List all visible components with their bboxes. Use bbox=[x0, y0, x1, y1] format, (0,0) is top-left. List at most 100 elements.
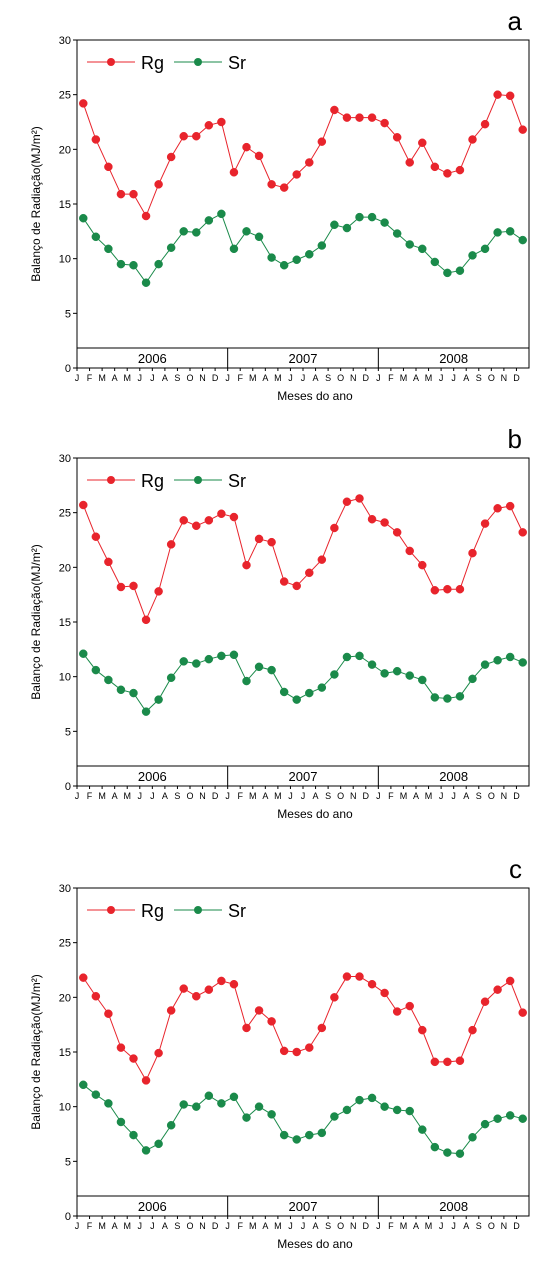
year-label: 2007 bbox=[289, 769, 318, 784]
x-tick-label: A bbox=[162, 373, 168, 383]
series-line-rg bbox=[82, 94, 524, 218]
point-rg bbox=[179, 131, 188, 141]
point-rg bbox=[179, 984, 188, 993]
x-tick-label: J bbox=[288, 1221, 293, 1231]
x-tick-label: D bbox=[513, 373, 520, 383]
x-tick-label: D bbox=[363, 1221, 370, 1231]
legend-marker-rg bbox=[107, 476, 115, 484]
point-rg bbox=[242, 560, 251, 570]
x-tick-label: M bbox=[98, 1221, 106, 1231]
point-sr bbox=[204, 1091, 214, 1100]
x-tick-label: J bbox=[225, 373, 230, 383]
year-label: 2007 bbox=[289, 351, 318, 366]
point-rg bbox=[267, 180, 276, 189]
point-rg bbox=[104, 557, 113, 567]
point-sr bbox=[104, 1099, 113, 1108]
x-tick-label: J bbox=[451, 1221, 456, 1231]
point-rg bbox=[392, 133, 402, 142]
x-tick-label: A bbox=[413, 1221, 419, 1231]
y-tick-label: 30 bbox=[59, 883, 71, 895]
x-tick-label: J bbox=[451, 373, 456, 383]
y-tick-label: 25 bbox=[59, 90, 71, 102]
point-rg bbox=[229, 512, 239, 522]
x-tick-label: A bbox=[313, 1221, 319, 1231]
year-label: 2006 bbox=[138, 351, 167, 366]
x-tick-label: J bbox=[225, 791, 230, 801]
x-tick-label: J bbox=[138, 791, 143, 801]
x-tick-label: F bbox=[388, 791, 394, 801]
x-tick-label: A bbox=[162, 791, 168, 801]
point-rg bbox=[141, 615, 151, 625]
x-tick-label: J bbox=[301, 373, 306, 383]
point-sr bbox=[305, 1130, 314, 1140]
point-rg bbox=[317, 1023, 327, 1033]
x-tick-label: M bbox=[274, 373, 282, 383]
point-rg bbox=[166, 540, 176, 549]
x-tick-label: A bbox=[262, 791, 268, 801]
point-sr bbox=[154, 695, 163, 704]
point-sr bbox=[380, 218, 389, 227]
point-rg bbox=[493, 985, 502, 994]
point-sr bbox=[468, 674, 477, 684]
x-axis-label: Meses do ano bbox=[277, 389, 353, 403]
point-sr bbox=[129, 260, 138, 270]
point-sr bbox=[305, 250, 314, 259]
series-line-sr bbox=[82, 1084, 523, 1155]
x-tick-label: A bbox=[463, 373, 469, 383]
point-sr bbox=[493, 228, 502, 237]
point-sr bbox=[355, 1095, 364, 1105]
point-rg bbox=[443, 584, 452, 594]
x-tick-label: J bbox=[301, 791, 306, 801]
x-tick-label: M bbox=[123, 791, 131, 801]
point-sr bbox=[493, 1114, 502, 1123]
point-sr bbox=[217, 209, 226, 219]
point-rg bbox=[493, 90, 502, 99]
point-rg bbox=[342, 972, 352, 981]
point-rg bbox=[154, 180, 163, 189]
y-tick-label: 5 bbox=[65, 1156, 71, 1168]
x-tick-label: A bbox=[413, 791, 419, 801]
point-rg bbox=[480, 519, 490, 528]
point-rg bbox=[317, 555, 327, 564]
point-rg bbox=[392, 1007, 402, 1016]
point-sr bbox=[129, 1130, 138, 1140]
x-tick-label: D bbox=[363, 791, 370, 801]
point-rg bbox=[443, 1057, 452, 1067]
year-label: 2008 bbox=[439, 769, 468, 784]
point-sr bbox=[317, 683, 327, 692]
x-tick-label: N bbox=[350, 791, 357, 801]
point-rg bbox=[305, 568, 314, 578]
x-tick-label: A bbox=[112, 791, 118, 801]
point-rg bbox=[380, 518, 389, 527]
x-tick-label: J bbox=[75, 1221, 80, 1231]
point-sr bbox=[355, 212, 364, 222]
point-sr bbox=[505, 1111, 515, 1120]
x-tick-label: S bbox=[476, 373, 482, 383]
point-sr bbox=[79, 213, 88, 223]
legend-label-rg: Rg bbox=[141, 53, 164, 73]
y-tick-label: 5 bbox=[65, 726, 71, 738]
x-tick-label: O bbox=[186, 1221, 193, 1231]
point-sr bbox=[468, 1133, 477, 1142]
point-sr bbox=[116, 259, 126, 269]
legend-marker-rg bbox=[107, 58, 115, 66]
series-line-rg bbox=[82, 976, 524, 1082]
x-tick-label: S bbox=[325, 1221, 331, 1231]
x-tick-label: J bbox=[75, 373, 80, 383]
point-rg bbox=[518, 125, 527, 134]
point-sr bbox=[179, 227, 188, 236]
point-rg bbox=[217, 976, 226, 986]
point-rg bbox=[267, 1017, 276, 1026]
plot-frame bbox=[76, 39, 530, 369]
point-sr bbox=[392, 1105, 402, 1115]
x-tick-label: O bbox=[488, 1221, 495, 1231]
legend: Rg Sr bbox=[87, 53, 246, 73]
point-rg bbox=[305, 158, 314, 167]
x-tick-label: A bbox=[463, 1221, 469, 1231]
x-tick-label: A bbox=[112, 1221, 118, 1231]
y-tick-label: 0 bbox=[65, 363, 71, 375]
x-tick-label: D bbox=[212, 1221, 219, 1231]
point-rg bbox=[405, 158, 414, 167]
point-rg bbox=[229, 979, 239, 989]
point-rg bbox=[355, 972, 364, 981]
